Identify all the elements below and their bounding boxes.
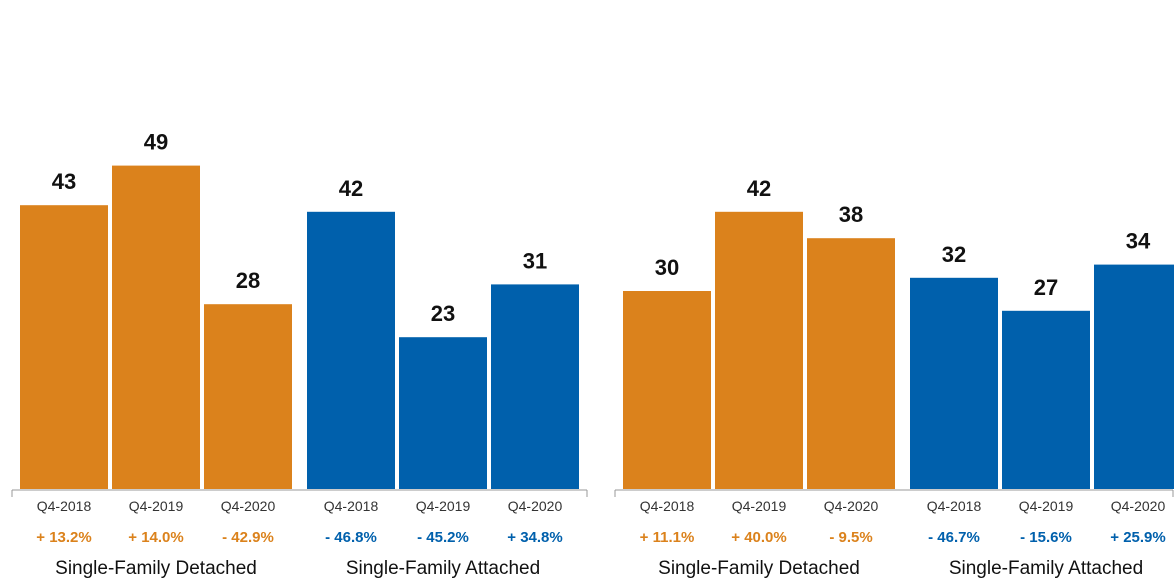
bar-detached-q4-2019: [715, 211, 803, 490]
data-label: 30: [655, 255, 679, 280]
bar-detached-q4-2019: [112, 165, 200, 489]
change-label: - 45.2%: [417, 529, 469, 546]
data-label: 49: [144, 130, 168, 155]
data-label: 34: [1126, 229, 1151, 254]
data-label: 38: [839, 202, 863, 227]
group-label: Single-Family Detached: [55, 558, 257, 579]
x-tick-label: Q4-2019: [416, 498, 471, 514]
data-label: 28: [236, 268, 260, 293]
change-label: + 34.8%: [507, 529, 562, 546]
x-tick-label: Q4-2019: [1019, 498, 1074, 514]
bar-detached-q4-2020: [204, 304, 292, 489]
x-tick-label: Q4-2018: [927, 498, 982, 514]
bar-attached-q4-2018: [910, 277, 998, 489]
x-tick-label: Q4-2020: [508, 498, 563, 514]
x-tick-label: Q4-2018: [37, 498, 92, 514]
data-label: 27: [1034, 275, 1058, 300]
bar-detached-q4-2018: [623, 291, 711, 489]
bar-attached-q4-2020: [1094, 264, 1174, 489]
change-label: + 14.0%: [128, 529, 183, 546]
change-label: - 15.6%: [1020, 529, 1072, 546]
change-label: + 40.0%: [731, 529, 786, 546]
change-label: - 9.5%: [829, 529, 872, 546]
x-tick-label: Q4-2018: [640, 498, 695, 514]
bar-detached-q4-2020: [807, 238, 895, 489]
bar-attached-q4-2019: [399, 337, 487, 489]
x-tick-label: Q4-2020: [824, 498, 879, 514]
data-label: 31: [523, 248, 547, 273]
x-tick-label: Q4-2020: [1111, 498, 1166, 514]
change-label: - 42.9%: [222, 529, 274, 546]
bar-attached-q4-2018: [307, 211, 395, 490]
data-label: 32: [942, 242, 966, 267]
group-label: Single-Family Attached: [346, 558, 540, 579]
change-label: + 25.9%: [1110, 529, 1165, 546]
bar-attached-q4-2020: [491, 284, 579, 489]
data-label: 23: [431, 301, 455, 326]
data-label: 42: [339, 176, 363, 201]
x-tick-label: Q4-2019: [732, 498, 787, 514]
group-label: Single-Family Attached: [949, 558, 1143, 579]
change-label: - 46.8%: [325, 529, 377, 546]
change-label: + 11.1%: [640, 529, 695, 546]
change-label: + 13.2%: [36, 529, 91, 546]
bar-attached-q4-2019: [1002, 310, 1090, 489]
bar-detached-q4-2018: [20, 205, 108, 489]
data-label: 43: [52, 169, 76, 194]
data-label: 42: [747, 176, 771, 201]
x-tick-label: Q4-2020: [221, 498, 276, 514]
x-tick-label: Q4-2019: [129, 498, 184, 514]
change-label: - 46.7%: [928, 529, 980, 546]
group-label: Single-Family Detached: [658, 558, 860, 579]
x-tick-label: Q4-2018: [324, 498, 379, 514]
